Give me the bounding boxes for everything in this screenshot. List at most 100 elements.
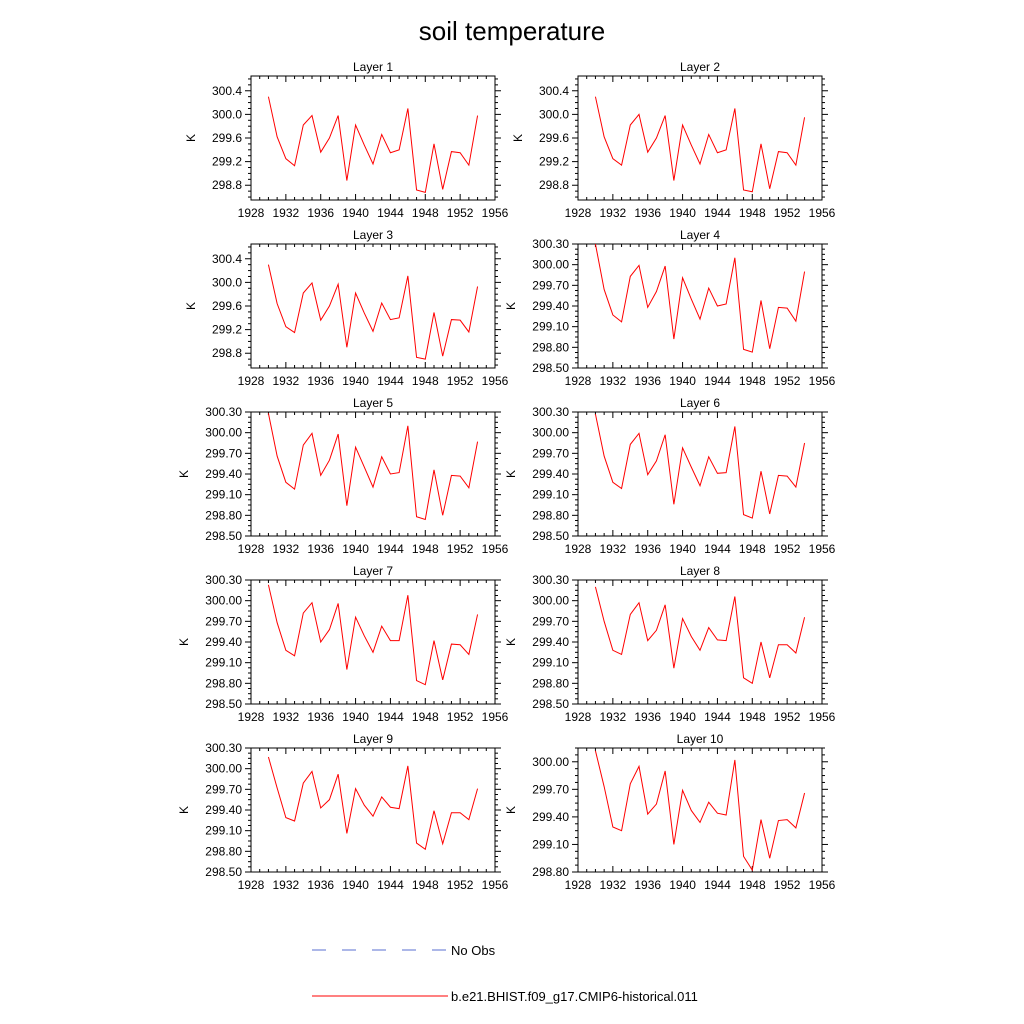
x-tick-label: 1948 [739, 542, 766, 556]
x-tick-label: 1952 [447, 878, 474, 892]
plot-frame [577, 579, 823, 705]
x-tick-label: 1944 [704, 542, 731, 556]
y-tick-label: 298.80 [205, 676, 242, 690]
y-axis-label: K [504, 470, 518, 478]
panel-layer-2: Layer 2 1928 1932 1936 1940 1944 1948 1952 1956 3… [511, 60, 836, 220]
x-tick-label: 1928 [238, 542, 265, 556]
y-tick-label: 299.40 [205, 467, 242, 481]
y-tick-label: 299.2 [212, 323, 242, 337]
panel-title: Layer 7 [353, 564, 393, 578]
x-tick-label: 1936 [634, 374, 661, 388]
x-tick-label: 1952 [774, 710, 801, 724]
y-tick-label: 299.70 [532, 614, 569, 628]
y-tick-label: 299.6 [539, 131, 569, 145]
plot-frame [250, 747, 496, 873]
y-tick-label: 300.00 [532, 755, 569, 769]
series-line-model [267, 96, 479, 193]
y-tick-label: 299.10 [532, 488, 569, 502]
x-tick-label: 1936 [634, 710, 661, 724]
x-tick-label: 1928 [238, 374, 265, 388]
panels-group: Layer 1 1928 1932 1936 1940 1944 1948 1952 1956 3… [177, 60, 836, 892]
x-tick-label: 1936 [307, 878, 334, 892]
y-tick-label: 299.40 [532, 810, 569, 824]
x-tick-label: 1932 [273, 206, 300, 220]
x-tick-label: 1940 [342, 374, 369, 388]
x-tick-label: 1936 [307, 374, 334, 388]
x-tick-label: 1952 [447, 206, 474, 220]
y-axis-label: K [177, 638, 191, 646]
panel-title: Layer 6 [680, 396, 720, 410]
panel-title: Layer 3 [353, 228, 393, 242]
x-tick-label: 1952 [447, 710, 474, 724]
panel-layer-6: Layer 6 1928 1932 1936 1940 1944 1948 1952 1956 3… [504, 396, 836, 556]
x-tick-label: 1956 [482, 878, 509, 892]
y-tick-label: 300.30 [205, 405, 242, 419]
y-tick-label: 298.80 [205, 508, 242, 522]
plot-frame [250, 243, 496, 369]
plot-frame [577, 411, 823, 537]
x-tick-label: 1956 [482, 542, 509, 556]
panel-title: Layer 8 [680, 564, 720, 578]
y-tick-label: 298.8 [212, 178, 242, 192]
plot-frame [577, 747, 823, 873]
y-tick-label: 299.40 [205, 803, 242, 817]
y-tick-label: 300.4 [539, 84, 569, 98]
x-tick-label: 1952 [774, 878, 801, 892]
x-tick-label: 1944 [377, 542, 404, 556]
x-tick-label: 1952 [774, 206, 801, 220]
y-axis-label: K [184, 302, 198, 310]
figure-title: soil temperature [419, 16, 605, 46]
y-tick-label: 298.80 [532, 508, 569, 522]
y-tick-label: 300.30 [532, 573, 569, 587]
series-line-model [267, 584, 479, 686]
panel-layer-8: Layer 8 1928 1932 1936 1940 1944 1948 1952 1956 3… [504, 564, 836, 724]
x-tick-label: 1956 [809, 206, 836, 220]
y-tick-label: 299.10 [205, 656, 242, 670]
y-axis-label: K [504, 302, 518, 310]
y-tick-label: 299.40 [532, 467, 569, 481]
x-tick-label: 1944 [704, 206, 731, 220]
legend-label-model: b.e21.BHIST.f09_g17.CMIP6-historical.011 [451, 989, 698, 1004]
y-tick-label: 298.50 [532, 529, 569, 543]
x-tick-label: 1948 [412, 878, 439, 892]
y-tick-label: 299.10 [532, 837, 569, 851]
x-tick-label: 1932 [600, 710, 627, 724]
panel-layer-5: Layer 5 1928 1932 1936 1940 1944 1948 1952 1956 3… [177, 396, 509, 556]
x-tick-label: 1944 [377, 206, 404, 220]
x-tick-label: 1940 [342, 878, 369, 892]
y-tick-label: 298.50 [205, 529, 242, 543]
x-tick-label: 1928 [565, 206, 592, 220]
y-tick-label: 300.30 [205, 741, 242, 755]
y-tick-label: 300.00 [205, 762, 242, 776]
panel-title: Layer 4 [680, 228, 720, 242]
x-tick-label: 1932 [600, 878, 627, 892]
x-tick-label: 1948 [739, 206, 766, 220]
legend: No Obs b.e21.BHIST.f09_g17.CMIP6-histori… [312, 943, 698, 1004]
y-tick-label: 299.10 [205, 824, 242, 838]
series-line-model [267, 413, 479, 521]
series-line-model [267, 264, 479, 360]
x-tick-label: 1948 [739, 878, 766, 892]
y-axis-label: K [177, 470, 191, 478]
y-tick-label: 300.30 [532, 237, 569, 251]
plot-frame [577, 75, 823, 201]
y-tick-label: 300.00 [532, 426, 569, 440]
x-tick-label: 1948 [739, 374, 766, 388]
x-tick-label: 1940 [669, 710, 696, 724]
plot-frame [250, 411, 496, 537]
x-tick-label: 1928 [238, 206, 265, 220]
x-tick-label: 1940 [342, 542, 369, 556]
x-tick-label: 1948 [412, 542, 439, 556]
series-line-model [594, 413, 806, 519]
y-tick-label: 298.8 [212, 346, 242, 360]
panel-layer-9: Layer 9 1928 1932 1936 1940 1944 1948 1952 1956 3… [177, 732, 509, 892]
y-tick-label: 300.00 [532, 258, 569, 272]
panel-layer-10: Layer 10 1928 1932 1936 1940 1944 1948 1952 1956… [504, 732, 836, 892]
y-tick-label: 299.2 [539, 155, 569, 169]
y-tick-label: 298.50 [532, 697, 569, 711]
x-tick-label: 1932 [600, 206, 627, 220]
panel-title: Layer 2 [680, 60, 720, 74]
y-tick-label: 298.80 [205, 844, 242, 858]
y-tick-label: 299.10 [532, 320, 569, 334]
